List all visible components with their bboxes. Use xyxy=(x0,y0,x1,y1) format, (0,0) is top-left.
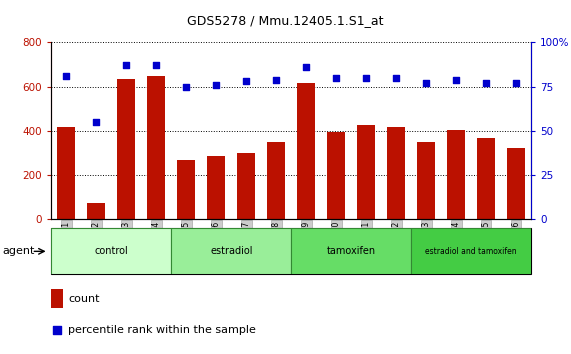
Bar xyxy=(387,127,405,219)
Bar xyxy=(477,138,495,219)
Point xyxy=(62,73,71,79)
Bar xyxy=(357,125,375,219)
Bar xyxy=(118,79,135,219)
Point xyxy=(53,327,62,333)
Point xyxy=(392,75,401,81)
Point xyxy=(332,75,341,81)
Point xyxy=(272,77,281,82)
Text: percentile rank within the sample: percentile rank within the sample xyxy=(68,325,256,335)
Bar xyxy=(207,156,225,219)
Bar xyxy=(297,84,315,219)
Bar xyxy=(417,142,435,219)
Bar xyxy=(171,228,291,274)
Text: agent: agent xyxy=(3,246,35,256)
Bar xyxy=(51,228,171,274)
Bar xyxy=(57,127,75,219)
Bar xyxy=(411,228,531,274)
Point xyxy=(212,82,221,88)
Bar xyxy=(51,289,63,308)
Point xyxy=(182,84,191,90)
Point xyxy=(152,63,161,68)
Bar xyxy=(507,148,525,219)
Bar xyxy=(87,203,105,219)
Point xyxy=(92,119,101,125)
Point xyxy=(242,79,251,84)
Bar xyxy=(267,142,286,219)
Text: estradiol and tamoxifen: estradiol and tamoxifen xyxy=(425,247,517,256)
Bar xyxy=(291,228,411,274)
Text: estradiol: estradiol xyxy=(210,246,252,256)
Point xyxy=(122,63,131,68)
Text: count: count xyxy=(68,294,100,304)
Point xyxy=(361,75,371,81)
Point xyxy=(512,80,521,86)
Text: control: control xyxy=(94,246,128,256)
Bar xyxy=(177,160,195,219)
Bar xyxy=(327,132,345,219)
Text: GDS5278 / Mmu.12405.1.S1_at: GDS5278 / Mmu.12405.1.S1_at xyxy=(187,14,384,27)
Point xyxy=(421,80,431,86)
Point xyxy=(301,64,311,70)
Point xyxy=(452,77,461,82)
Text: tamoxifen: tamoxifen xyxy=(327,246,376,256)
Bar xyxy=(147,76,166,219)
Bar xyxy=(238,153,255,219)
Bar xyxy=(447,130,465,219)
Point xyxy=(481,80,490,86)
